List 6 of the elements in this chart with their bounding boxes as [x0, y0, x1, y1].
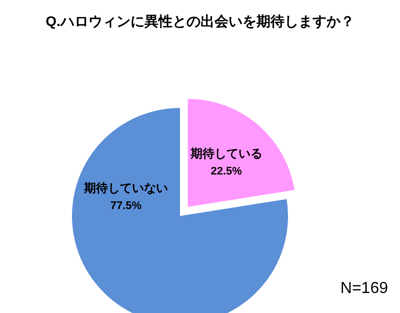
slice-label: 期待していない: [83, 181, 168, 195]
slice-label: 期待している: [189, 146, 262, 161]
chart-title: Q.ハロウィンに異性との出会いを期待しますか？: [46, 13, 354, 29]
data-label: 22.5%: [210, 166, 242, 178]
text: N=169: [340, 280, 388, 297]
data-label: 77.5%: [110, 200, 142, 212]
